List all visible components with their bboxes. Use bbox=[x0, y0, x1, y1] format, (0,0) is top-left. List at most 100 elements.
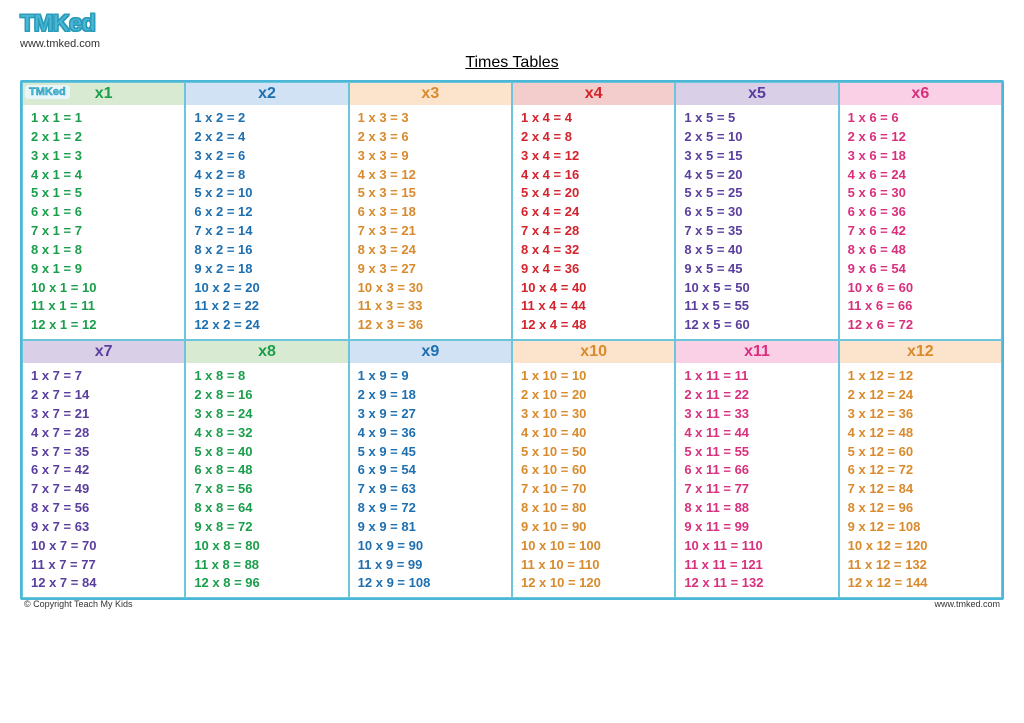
table-header: x2 bbox=[186, 83, 347, 105]
equation-row: 8 x 9 = 72 bbox=[358, 499, 503, 518]
equation-row: 9 x 12 = 108 bbox=[848, 518, 993, 537]
page-title: Times Tables bbox=[20, 54, 1004, 72]
copyright-text: © Copyright Teach My Kids bbox=[24, 599, 133, 609]
equation-row: 3 x 1 = 3 bbox=[31, 147, 176, 166]
table-header: x7 bbox=[23, 341, 184, 363]
equation-row: 6 x 8 = 48 bbox=[194, 461, 339, 480]
equation-row: 5 x 4 = 20 bbox=[521, 184, 666, 203]
equation-row: 11 x 6 = 66 bbox=[848, 297, 993, 316]
equation-row: 2 x 8 = 16 bbox=[194, 386, 339, 405]
equation-row: 3 x 4 = 12 bbox=[521, 147, 666, 166]
table-body: 1 x 5 = 52 x 5 = 103 x 5 = 154 x 5 = 205… bbox=[676, 105, 837, 339]
times-tables-grid: x1TMKed 1 x 1 = 12 x 1 = 23 x 1 = 34 x 1 … bbox=[20, 80, 1004, 600]
equation-row: 4 x 11 = 44 bbox=[684, 424, 829, 443]
table-header: x8 bbox=[186, 341, 347, 363]
equation-row: 9 x 5 = 45 bbox=[684, 260, 829, 279]
equation-row: 11 x 10 = 110 bbox=[521, 556, 666, 575]
equation-row: 4 x 12 = 48 bbox=[848, 424, 993, 443]
equation-row: 10 x 7 = 70 bbox=[31, 537, 176, 556]
equation-row: 5 x 3 = 15 bbox=[358, 184, 503, 203]
equation-row: 4 x 3 = 12 bbox=[358, 166, 503, 185]
equation-row: 8 x 4 = 32 bbox=[521, 241, 666, 260]
equation-row: 1 x 7 = 7 bbox=[31, 367, 176, 386]
table-body: 1 x 4 = 42 x 4 = 83 x 4 = 124 x 4 = 165 … bbox=[513, 105, 674, 339]
equation-row: 12 x 1 = 12 bbox=[31, 316, 176, 335]
equation-row: 10 x 8 = 80 bbox=[194, 537, 339, 556]
equation-row: 5 x 9 = 45 bbox=[358, 443, 503, 462]
equation-row: 7 x 3 = 21 bbox=[358, 222, 503, 241]
equation-row: 2 x 1 = 2 bbox=[31, 128, 176, 147]
equation-row: 11 x 12 = 132 bbox=[848, 556, 993, 575]
equation-row: 9 x 10 = 90 bbox=[521, 518, 666, 537]
table-cell-7: x71 x 7 = 72 x 7 = 143 x 7 = 214 x 7 = 2… bbox=[22, 340, 185, 598]
equation-row: 5 x 7 = 35 bbox=[31, 443, 176, 462]
equation-row: 1 x 4 = 4 bbox=[521, 109, 666, 128]
equation-row: 2 x 6 = 12 bbox=[848, 128, 993, 147]
table-body: 1 x 2 = 22 x 2 = 43 x 2 = 64 x 2 = 85 x … bbox=[186, 105, 347, 339]
equation-row: 11 x 3 = 33 bbox=[358, 297, 503, 316]
table-header: x9 bbox=[350, 341, 511, 363]
table-cell-9: x91 x 9 = 92 x 9 = 183 x 9 = 274 x 9 = 3… bbox=[349, 340, 512, 598]
equation-row: 10 x 5 = 50 bbox=[684, 279, 829, 298]
table-cell-6: x61 x 6 = 62 x 6 = 123 x 6 = 184 x 6 = 2… bbox=[839, 82, 1002, 340]
equation-row: 12 x 2 = 24 bbox=[194, 316, 339, 335]
equation-row: 9 x 1 = 9 bbox=[31, 260, 176, 279]
equation-row: 12 x 9 = 108 bbox=[358, 574, 503, 593]
equation-row: 4 x 6 = 24 bbox=[848, 166, 993, 185]
equation-row: 3 x 9 = 27 bbox=[358, 405, 503, 424]
table-header: x12 bbox=[840, 341, 1001, 363]
equation-row: 5 x 10 = 50 bbox=[521, 443, 666, 462]
equation-row: 5 x 5 = 25 bbox=[684, 184, 829, 203]
equation-row: 9 x 4 = 36 bbox=[521, 260, 666, 279]
equation-row: 4 x 9 = 36 bbox=[358, 424, 503, 443]
equation-row: 3 x 8 = 24 bbox=[194, 405, 339, 424]
table-body: 1 x 6 = 62 x 6 = 123 x 6 = 184 x 6 = 245… bbox=[840, 105, 1001, 339]
equation-row: 9 x 11 = 99 bbox=[684, 518, 829, 537]
table-body: 1 x 3 = 32 x 3 = 63 x 3 = 94 x 3 = 125 x… bbox=[350, 105, 511, 339]
equation-row: 1 x 5 = 5 bbox=[684, 109, 829, 128]
equation-row: 6 x 6 = 36 bbox=[848, 203, 993, 222]
table-header: x1TMKed bbox=[23, 83, 184, 105]
equation-row: 3 x 12 = 36 bbox=[848, 405, 993, 424]
equation-row: 6 x 11 = 66 bbox=[684, 461, 829, 480]
equation-row: 5 x 1 = 5 bbox=[31, 184, 176, 203]
equation-row: 8 x 7 = 56 bbox=[31, 499, 176, 518]
equation-row: 9 x 7 = 63 bbox=[31, 518, 176, 537]
brand-header: TMKed www.tmked.com bbox=[20, 10, 1004, 50]
equation-row: 4 x 1 = 4 bbox=[31, 166, 176, 185]
equation-row: 3 x 5 = 15 bbox=[684, 147, 829, 166]
equation-row: 9 x 6 = 54 bbox=[848, 260, 993, 279]
equation-row: 2 x 4 = 8 bbox=[521, 128, 666, 147]
equation-row: 12 x 6 = 72 bbox=[848, 316, 993, 335]
equation-row: 2 x 11 = 22 bbox=[684, 386, 829, 405]
table-header: x10 bbox=[513, 341, 674, 363]
equation-row: 10 x 9 = 90 bbox=[358, 537, 503, 556]
equation-row: 6 x 12 = 72 bbox=[848, 461, 993, 480]
footer-url: www.tmked.com bbox=[934, 599, 1000, 609]
equation-row: 11 x 9 = 99 bbox=[358, 556, 503, 575]
equation-row: 6 x 9 = 54 bbox=[358, 461, 503, 480]
equation-row: 9 x 3 = 27 bbox=[358, 260, 503, 279]
equation-row: 3 x 11 = 33 bbox=[684, 405, 829, 424]
table-header: x6 bbox=[840, 83, 1001, 105]
equation-row: 8 x 3 = 24 bbox=[358, 241, 503, 260]
equation-row: 1 x 6 = 6 bbox=[848, 109, 993, 128]
table-cell-10: x101 x 10 = 102 x 10 = 203 x 10 = 304 x … bbox=[512, 340, 675, 598]
equation-row: 7 x 5 = 35 bbox=[684, 222, 829, 241]
table-body: 1 x 7 = 72 x 7 = 143 x 7 = 214 x 7 = 285… bbox=[23, 363, 184, 597]
corner-logo: TMKed bbox=[25, 85, 70, 99]
equation-row: 1 x 3 = 3 bbox=[358, 109, 503, 128]
equation-row: 8 x 12 = 96 bbox=[848, 499, 993, 518]
equation-row: 1 x 1 = 1 bbox=[31, 109, 176, 128]
table-body: 1 x 9 = 92 x 9 = 183 x 9 = 274 x 9 = 365… bbox=[350, 363, 511, 597]
equation-row: 9 x 9 = 81 bbox=[358, 518, 503, 537]
table-cell-3: x31 x 3 = 32 x 3 = 63 x 3 = 94 x 3 = 125… bbox=[349, 82, 512, 340]
brand-logo: TMKed bbox=[20, 10, 1004, 38]
equation-row: 6 x 10 = 60 bbox=[521, 461, 666, 480]
equation-row: 11 x 2 = 22 bbox=[194, 297, 339, 316]
equation-row: 11 x 8 = 88 bbox=[194, 556, 339, 575]
equation-row: 6 x 2 = 12 bbox=[194, 203, 339, 222]
equation-row: 4 x 2 = 8 bbox=[194, 166, 339, 185]
equation-row: 4 x 8 = 32 bbox=[194, 424, 339, 443]
equation-row: 1 x 11 = 11 bbox=[684, 367, 829, 386]
